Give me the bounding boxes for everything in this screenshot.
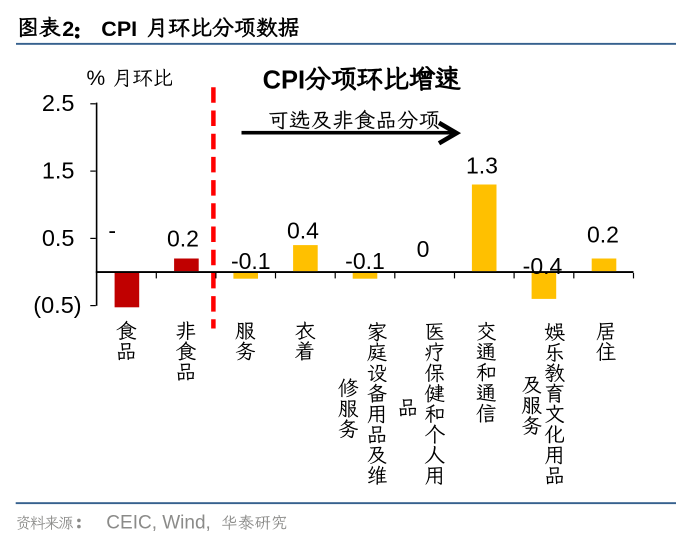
svg-text:%: % bbox=[87, 67, 106, 90]
svg-text:0.5: 0.5 bbox=[42, 225, 75, 251]
svg-text:-0.1: -0.1 bbox=[345, 248, 385, 274]
svg-text:0.2: 0.2 bbox=[587, 221, 619, 247]
svg-text:0.2: 0.2 bbox=[167, 225, 199, 251]
svg-text:-: - bbox=[108, 217, 116, 243]
svg-text:1.5: 1.5 bbox=[42, 158, 75, 184]
svg-text:CPI: CPI bbox=[101, 17, 137, 41]
svg-text:-0.4: -0.4 bbox=[523, 253, 563, 279]
svg-text:(0.5): (0.5) bbox=[33, 292, 81, 318]
svg-text:CPI: CPI bbox=[263, 67, 306, 95]
svg-text:2.5: 2.5 bbox=[42, 90, 75, 116]
svg-text:1.3: 1.3 bbox=[466, 152, 498, 178]
svg-text:CEIC, Wind,: CEIC, Wind, bbox=[106, 512, 211, 533]
svg-text:0: 0 bbox=[417, 236, 430, 262]
svg-text:2: 2 bbox=[62, 17, 74, 41]
svg-text:-0.1: -0.1 bbox=[231, 248, 271, 274]
svg-text:0.4: 0.4 bbox=[287, 218, 319, 244]
